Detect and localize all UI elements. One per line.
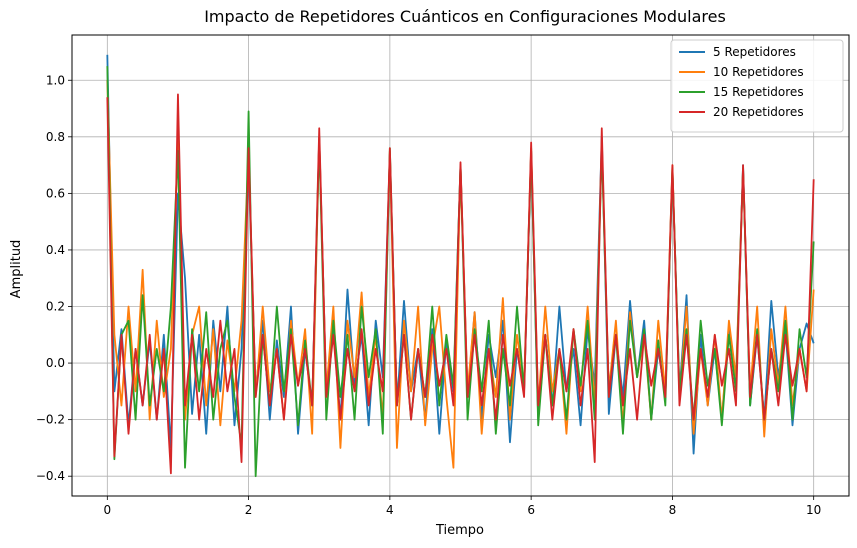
chart-title: Impacto de Repetidores Cuánticos en Conf…: [204, 7, 726, 26]
x-tick-label: 6: [527, 503, 535, 517]
legend-box: [670, 39, 844, 133]
y-axis-ticks: −0.4 −0.2 0.0 0.2 0.4 0.6 0.8 1.0: [36, 73, 72, 483]
x-axis-label: Tiempo: [435, 523, 484, 538]
legend-label: 15 Repetidores: [713, 85, 804, 99]
plot-area: [106, 54, 815, 478]
y-tick-label: −0.4: [36, 469, 65, 483]
y-tick-label: 0.0: [46, 356, 65, 370]
y-tick-label: −0.2: [36, 413, 65, 427]
x-axis-ticks: 0 2 4 6 8 10: [103, 496, 821, 517]
series-line-4: [106, 93, 815, 475]
y-tick-label: 0.8: [46, 130, 65, 144]
x-tick-label: 4: [386, 503, 394, 517]
x-tick-label: 0: [103, 503, 111, 517]
x-tick-label: 2: [245, 503, 253, 517]
y-tick-label: 0.4: [46, 243, 65, 257]
axes-frame: [71, 34, 850, 497]
x-tick-label: 8: [669, 503, 677, 517]
legend-label: 5 Repetidores: [713, 45, 796, 59]
legend-label: 20 Repetidores: [713, 105, 804, 119]
y-tick-label: 0.2: [46, 300, 65, 314]
y-tick-label: 0.6: [46, 186, 65, 200]
y-tick-label: 1.0: [46, 73, 65, 87]
legend-label: 10 Repetidores: [713, 65, 804, 79]
x-tick-label: 10: [806, 503, 821, 517]
y-axis-label: Amplitud: [9, 240, 24, 299]
legend: 5 Repetidores 10 Repetidores 15 Repetidore…: [670, 39, 844, 133]
